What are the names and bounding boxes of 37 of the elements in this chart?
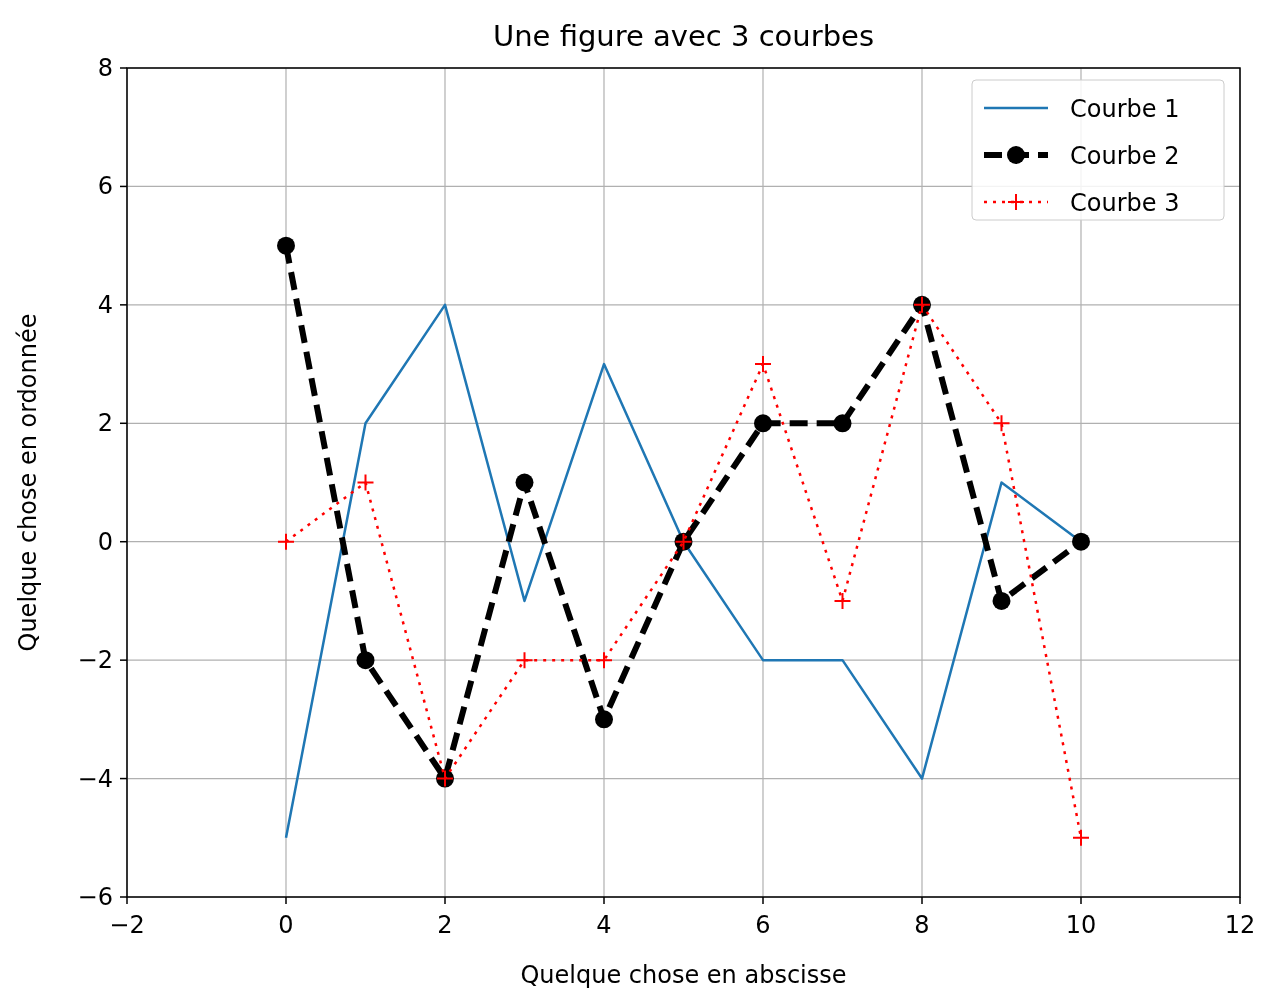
point [754, 414, 772, 433]
point [1072, 532, 1090, 551]
chart-title: Une figure avec 3 courbes [492, 19, 875, 53]
x-tick-label: 2 [437, 911, 453, 939]
point [595, 710, 613, 729]
x-tick-label: 12 [1224, 911, 1256, 939]
y-tick-label: 4 [97, 290, 113, 319]
point [277, 532, 295, 551]
point [356, 651, 375, 670]
legend-label: Courbe 1 [1070, 95, 1180, 123]
legend-label: Courbe 3 [1070, 189, 1180, 217]
y-tick-label: −4 [77, 764, 113, 793]
point [1072, 828, 1090, 847]
point [833, 591, 852, 610]
legend-label: Courbe 2 [1070, 142, 1180, 170]
point [356, 473, 375, 492]
point [992, 414, 1011, 433]
y-axis-title: Quelque chose en ordonnée [14, 313, 42, 652]
y-tick-label: 6 [97, 172, 113, 201]
point [595, 651, 613, 670]
y-tick-label: 8 [97, 54, 113, 82]
point [277, 236, 295, 255]
x-axis-title: Quelque chose en abscisse [520, 961, 847, 989]
y-tick-label: −2 [77, 646, 113, 675]
point [754, 355, 772, 374]
x-tick-label: 8 [914, 911, 930, 939]
x-tick-label: 0 [278, 911, 294, 939]
x-tick-label: 6 [755, 911, 771, 939]
point [515, 473, 534, 492]
y-tick-label: 0 [97, 527, 113, 556]
point [992, 591, 1011, 610]
x-tick-label: 10 [1065, 911, 1097, 939]
x-tick-label: 4 [596, 911, 612, 939]
y-tick-label: −6 [77, 883, 113, 911]
y-tick-label: 2 [97, 409, 113, 438]
point [833, 414, 852, 433]
point [515, 651, 534, 670]
